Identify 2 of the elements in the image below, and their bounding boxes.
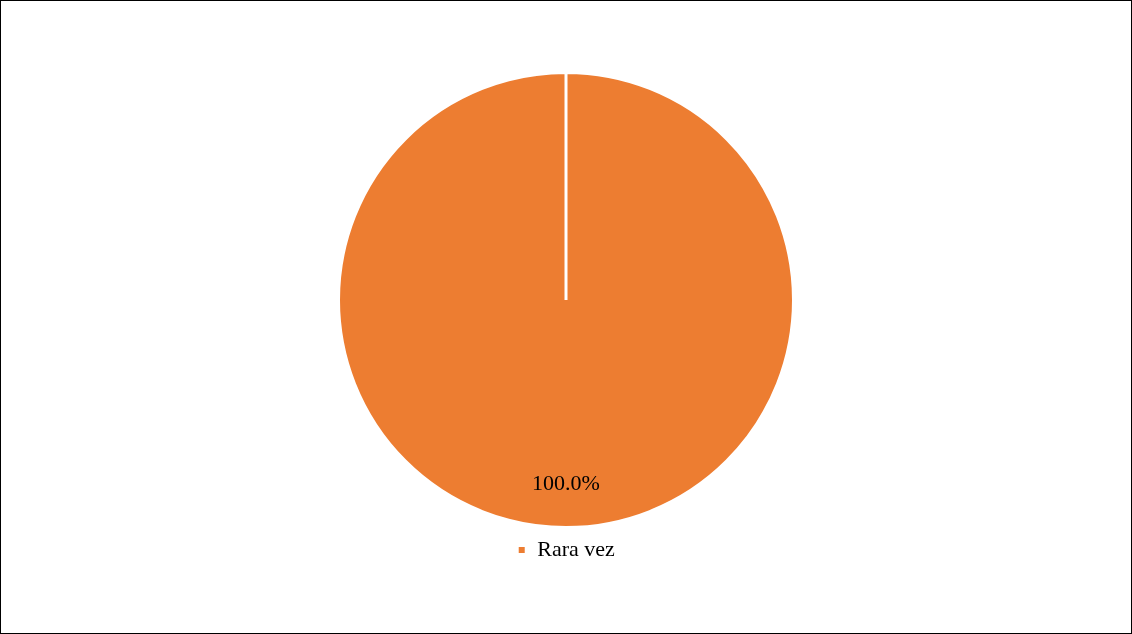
- data-label: 100.0%: [532, 470, 600, 496]
- legend-label: Rara vez: [537, 535, 616, 561]
